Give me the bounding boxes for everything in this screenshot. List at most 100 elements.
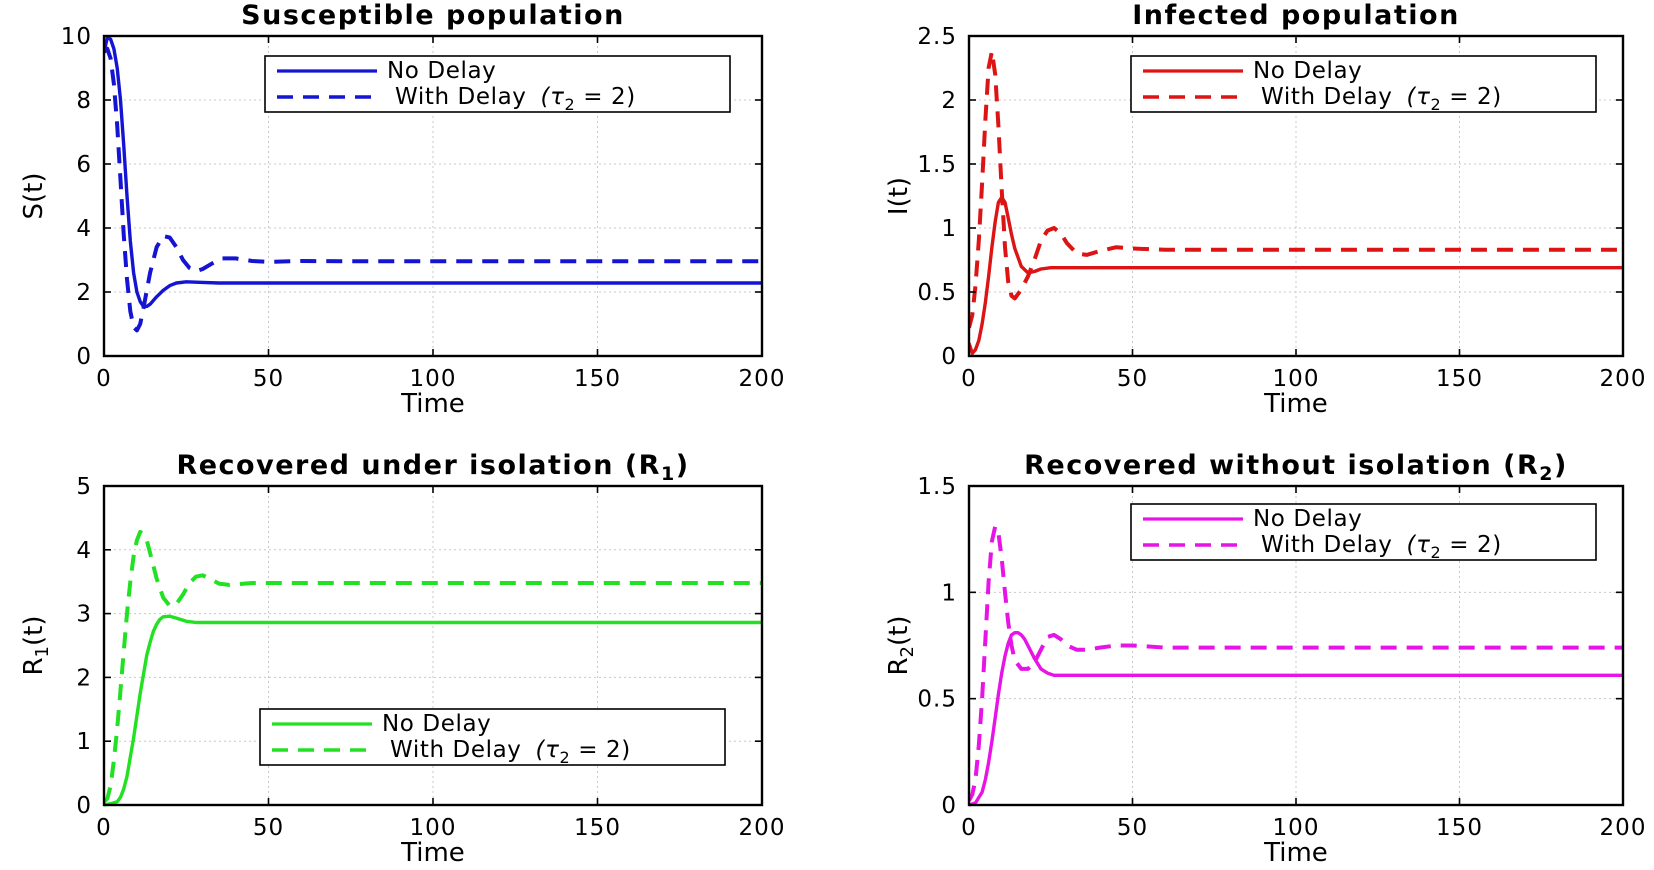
legend-with-delay-symbol: (τ (541, 84, 565, 110)
x-tick-label: 200 (1600, 366, 1647, 392)
legend-label-no-delay: No Delay (382, 711, 491, 737)
x-tick-label: 100 (410, 815, 457, 841)
x-tick-label: 0 (96, 815, 112, 841)
x-tick-label: 100 (1273, 815, 1320, 841)
legend-with-delay-symbol: (τ (536, 737, 560, 763)
legend-with-delay-symbol: (τ (1407, 84, 1431, 110)
legend-label-with-delay: With Delay (τ2 = 2) (1261, 532, 1502, 562)
legend-box (1130, 55, 1597, 113)
y-axis-label-text: S(t) (19, 173, 49, 220)
legend-with-delay-prefix: With Delay (390, 737, 522, 763)
legend-label-no-delay: No Delay (387, 58, 496, 84)
chart-title-suffix: ) (1554, 450, 1568, 481)
y-tick-label: 6 (76, 152, 92, 178)
chart-panel-4: 0 50 100 150 200 0 0.5 1 1.5 Recovered without is… (884, 450, 1647, 868)
y-tick-label: 8 (76, 88, 92, 114)
chart-panel-3: 0 50 100 150 200 0 1 2 3 4 5 Recovered under isolat… (19, 450, 786, 868)
y-tick-label: 2 (941, 88, 957, 114)
x-tick-label: 150 (574, 366, 621, 392)
x-tick-label: 50 (1117, 366, 1148, 392)
legend-label-with-delay: With Delay (τ2 = 2) (395, 84, 636, 114)
x-tick-label: 150 (1436, 815, 1483, 841)
legend-box (1130, 503, 1597, 561)
y-axis-label-suffix: (t) (884, 615, 914, 645)
x-tick-label: 100 (1273, 366, 1320, 392)
legend-with-delay-suffix: = 2) (575, 84, 636, 110)
legend-with-delay-suffix: = 2) (1441, 532, 1502, 558)
chart-panel-2: 0 50 100 150 200 0 0.5 1 1.5 2 2.5 Infected populat… (884, 0, 1647, 419)
chart-title-text: Infected population (1132, 0, 1460, 31)
y-axis-label: I(t) (884, 177, 914, 215)
legend-label-with-delay: With Delay (τ2 = 2) (390, 737, 631, 767)
x-axis-label: Time (400, 389, 465, 419)
y-tick-label: 10 (61, 24, 92, 50)
x-tick-label: 0 (961, 815, 977, 841)
legend-label-no-delay: No Delay (1253, 506, 1362, 532)
legend-with-delay-suffix: = 2) (1441, 84, 1502, 110)
x-tick-label: 200 (1600, 815, 1647, 841)
series-line-with-delay (969, 524, 1623, 802)
chart-title: Recovered under isolation (R1) (176, 450, 689, 485)
y-tick-label: 1.5 (917, 152, 957, 178)
chart-title-text: Recovered under isolation (R (176, 450, 661, 481)
x-axis-label: Time (1263, 838, 1328, 868)
chart-title-text: Recovered without isolation (R (1024, 450, 1539, 481)
y-tick-label: 1.5 (917, 474, 957, 500)
legend-box (264, 55, 731, 113)
y-tick-label: 0.5 (917, 280, 957, 306)
y-tick-label: 1 (941, 216, 957, 242)
y-axis-label: R1(t) (19, 615, 53, 675)
chart-panel-1: 0 50 100 150 200 0 2 4 6 8 10 Susceptible populatio… (19, 0, 786, 419)
y-tick-label: 1 (76, 729, 92, 755)
x-tick-label: 100 (410, 366, 457, 392)
chart-title-subscript: 1 (661, 463, 676, 485)
y-tick-label: 3 (76, 602, 92, 628)
chart-title-text: Susceptible population (241, 0, 625, 31)
y-axis-label: S(t) (19, 173, 49, 220)
legend-with-delay-prefix: With Delay (1261, 84, 1393, 110)
legend-with-delay-prefix: With Delay (395, 84, 527, 110)
x-tick-label: 150 (1436, 366, 1483, 392)
y-tick-label: 5 (76, 474, 92, 500)
legend-with-delay-suffix: = 2) (570, 737, 631, 763)
y-tick-label: 0 (76, 344, 92, 370)
y-axis-label-text: I(t) (884, 177, 914, 215)
x-tick-label: 0 (961, 366, 977, 392)
y-tick-label: 4 (76, 538, 92, 564)
series-line-no-delay (969, 195, 1623, 356)
series-line-no-delay (104, 35, 762, 309)
series-line-with-delay (104, 529, 762, 804)
y-tick-label: 2.5 (917, 24, 957, 50)
y-axis-label: R2(t) (884, 615, 918, 675)
legend-label-with-delay: With Delay (τ2 = 2) (1261, 84, 1502, 114)
y-tick-label: 0 (76, 793, 92, 819)
series-line-no-delay (104, 614, 762, 807)
x-tick-label: 50 (253, 815, 284, 841)
chart-title: Recovered without isolation (R2) (1024, 450, 1568, 485)
x-axis-label: Time (1263, 389, 1328, 419)
legend-with-delay-subscript: 2 (1431, 543, 1442, 562)
legend-box (259, 708, 726, 766)
y-axis-label-text: R (884, 657, 914, 675)
x-tick-label: 50 (253, 366, 284, 392)
legend-label-no-delay: No Delay (1253, 58, 1362, 84)
chart-title-suffix: ) (676, 450, 690, 481)
legend-with-delay-subscript: 2 (1431, 95, 1442, 114)
chart-title: Infected population (1132, 0, 1460, 31)
y-axis-label-subscript: 1 (32, 646, 53, 657)
chart-title-subscript: 2 (1539, 463, 1554, 485)
x-tick-label: 0 (96, 366, 112, 392)
legend-with-delay-symbol: (τ (1407, 532, 1431, 558)
chart-title: Susceptible population (241, 0, 625, 31)
legend-with-delay-prefix: With Delay (1261, 532, 1393, 558)
y-axis-label-suffix: (t) (19, 615, 49, 645)
series-line-no-delay (969, 631, 1623, 807)
x-tick-label: 200 (739, 366, 786, 392)
y-tick-label: 0 (941, 793, 957, 819)
series-line-with-delay (969, 49, 1623, 329)
y-tick-label: 0.5 (917, 687, 957, 713)
x-tick-label: 200 (739, 815, 786, 841)
